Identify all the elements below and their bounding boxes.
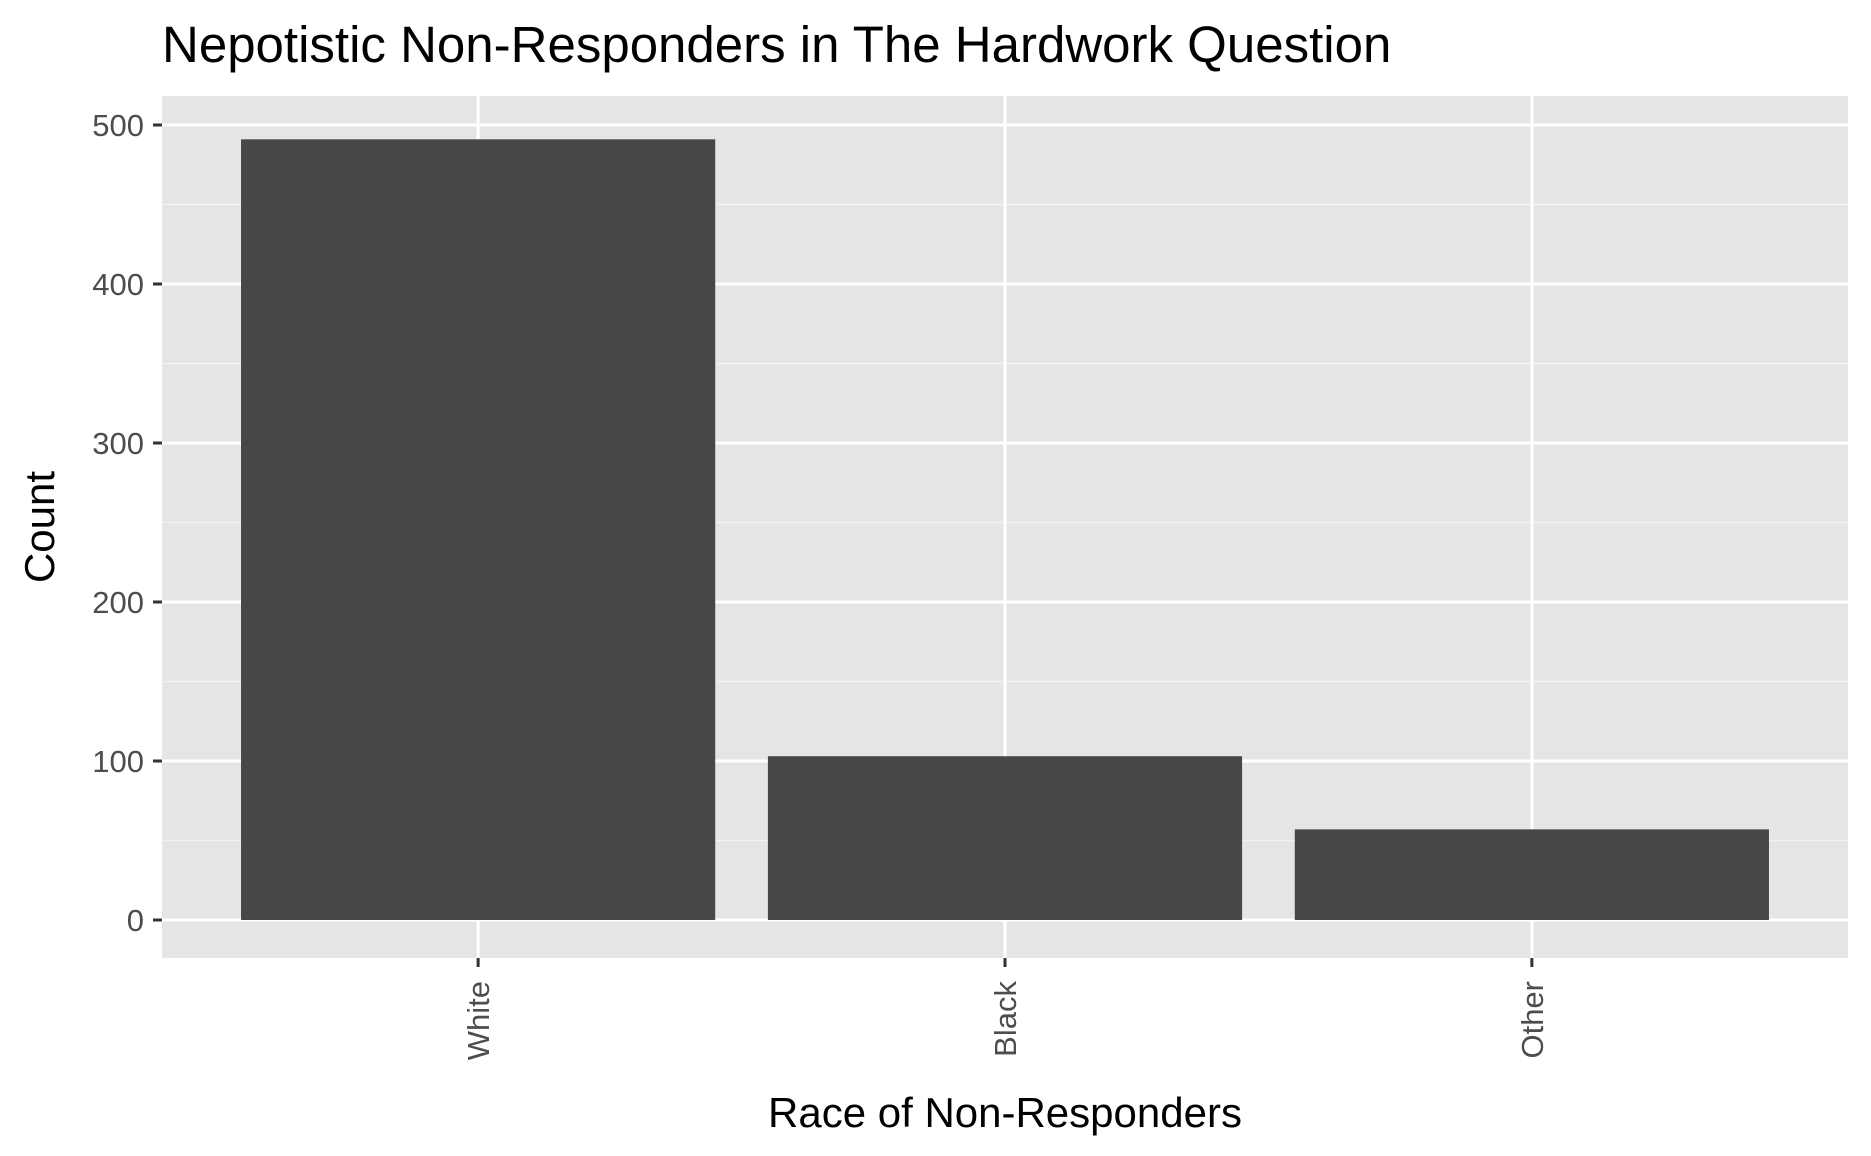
x-axis: White Black Other	[461, 958, 1550, 1060]
y-axis: 0 100 200 300 400 500	[92, 108, 162, 938]
y-tick-label: 200	[92, 585, 144, 620]
bar-black	[767, 756, 1243, 920]
bar-other	[1294, 829, 1769, 920]
y-tick-label: 400	[92, 267, 144, 302]
chart-title: Nepotistic Non-Responders in The Hardwor…	[162, 16, 1391, 73]
y-tick-label: 0	[127, 903, 144, 938]
y-tick-label: 100	[92, 744, 144, 779]
bar-white	[241, 139, 716, 920]
bars	[241, 139, 1769, 920]
x-axis-title: Race of Non-Responders	[768, 1089, 1242, 1136]
x-tick-label-other: Other	[1515, 981, 1550, 1059]
x-tick-label-white: White	[461, 981, 496, 1060]
x-tick-label-black: Black	[988, 981, 1023, 1057]
y-axis-title: Count	[16, 471, 63, 583]
y-tick-label: 500	[92, 108, 144, 143]
y-tick-label: 300	[92, 426, 144, 461]
